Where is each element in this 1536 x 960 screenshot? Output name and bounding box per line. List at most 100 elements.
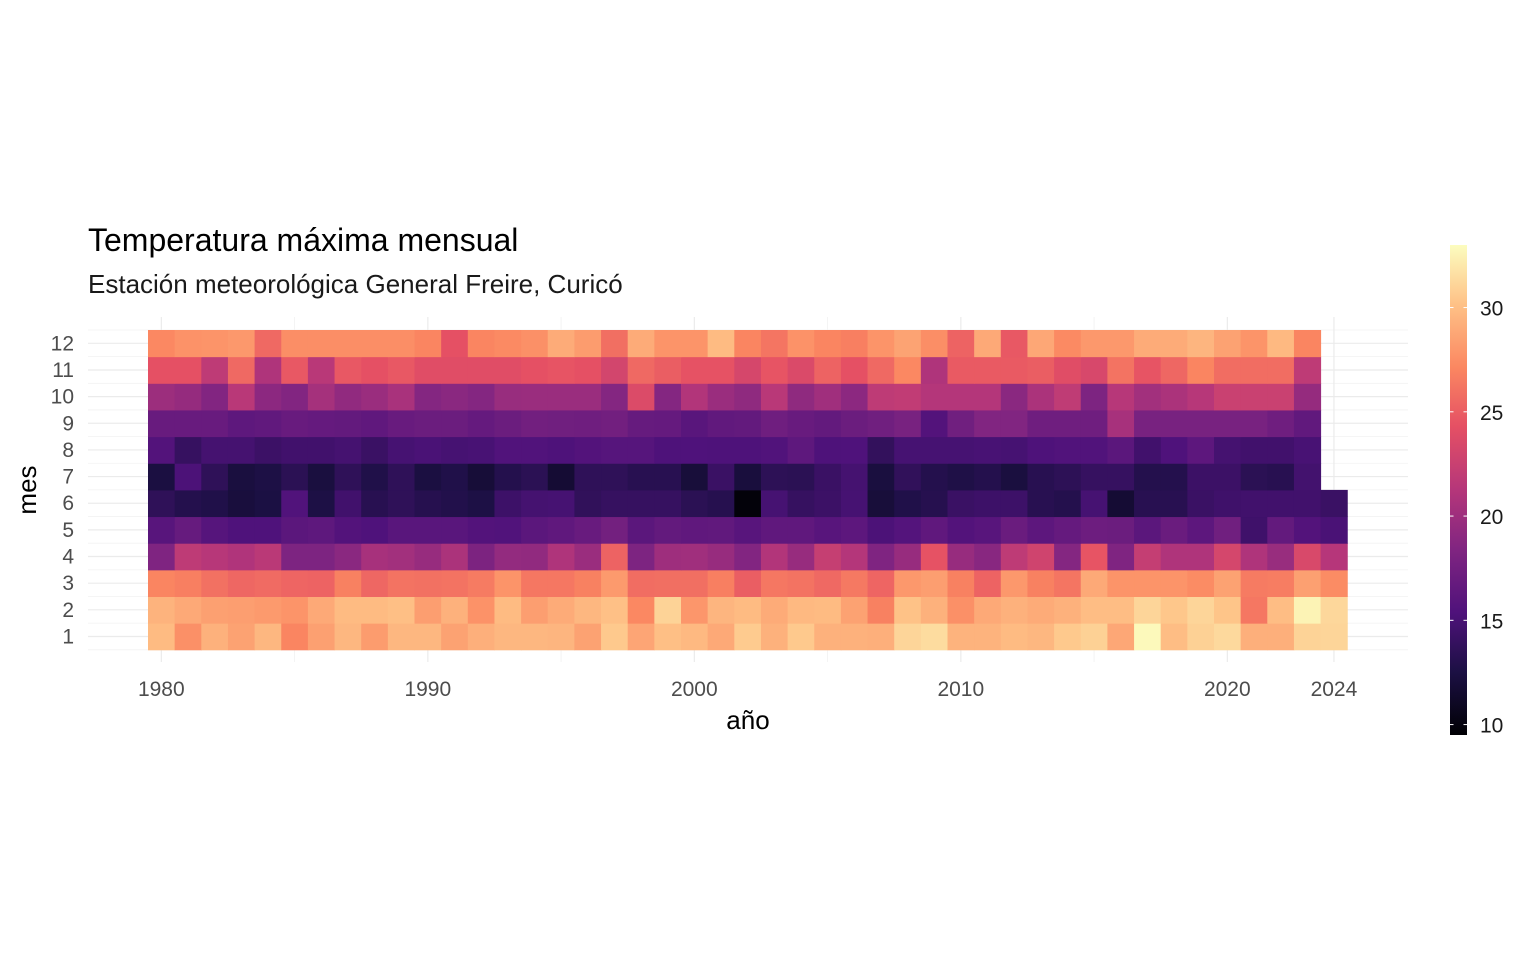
heatmap-cell bbox=[707, 436, 735, 464]
heatmap-cell bbox=[707, 623, 735, 651]
heatmap-cell bbox=[174, 569, 202, 597]
heatmap-cell bbox=[814, 356, 842, 384]
heatmap-cell bbox=[1293, 436, 1322, 464]
heatmap-cell bbox=[601, 569, 629, 597]
heatmap-cell bbox=[654, 489, 682, 518]
heatmap-cell bbox=[387, 489, 415, 518]
heatmap-cell bbox=[387, 596, 415, 624]
heatmap-cell bbox=[1160, 330, 1188, 358]
heatmap-cell bbox=[307, 409, 336, 438]
heatmap-cell bbox=[1240, 489, 1268, 518]
heatmap-cell bbox=[361, 569, 389, 597]
heatmap-cells bbox=[148, 330, 1348, 651]
heatmap-cell bbox=[894, 543, 922, 571]
heatmap-cell bbox=[1293, 596, 1322, 624]
heatmap-cell bbox=[601, 436, 629, 464]
heatmap-cell bbox=[281, 569, 309, 597]
heatmap-cell bbox=[1293, 543, 1322, 571]
heatmap-cell bbox=[681, 330, 709, 358]
heatmap-cell bbox=[254, 516, 282, 544]
heatmap-cell bbox=[947, 330, 975, 358]
heatmap-cell bbox=[1187, 623, 1215, 651]
heatmap-cell bbox=[201, 436, 229, 464]
heatmap-cell bbox=[760, 596, 789, 624]
heatmap-cell bbox=[1134, 623, 1162, 651]
heatmap-cell bbox=[974, 569, 1002, 597]
heatmap-cell bbox=[281, 596, 309, 624]
heatmap-cell bbox=[1320, 516, 1348, 544]
heatmap-cell bbox=[387, 356, 415, 384]
heatmap-cell bbox=[1000, 409, 1028, 438]
heatmap-cell bbox=[1000, 383, 1028, 411]
heatmap-cell bbox=[1107, 409, 1135, 438]
colorbar-ticks: 10 15 20 25 30 bbox=[1450, 298, 1503, 738]
heatmap-cell bbox=[1214, 463, 1242, 491]
heatmap-cell bbox=[920, 409, 948, 438]
heatmap-cell bbox=[521, 436, 549, 464]
heatmap-cell bbox=[894, 330, 922, 358]
heatmap-cell bbox=[787, 516, 815, 544]
heatmap-cell bbox=[867, 409, 895, 438]
heatmap-cell bbox=[334, 330, 362, 358]
heatmap-cell bbox=[1027, 516, 1055, 544]
heatmap-cell bbox=[1054, 543, 1082, 571]
heatmap-cell bbox=[627, 596, 655, 624]
heatmap-cell bbox=[521, 330, 549, 358]
heatmap-cell bbox=[1054, 409, 1082, 438]
x-tick-label: 2024 bbox=[1311, 678, 1358, 701]
heatmap-cell bbox=[867, 356, 895, 384]
heatmap-cell bbox=[1293, 383, 1322, 411]
heatmap-cell bbox=[148, 356, 176, 384]
heatmap-cell bbox=[1054, 383, 1082, 411]
heatmap-cell bbox=[920, 489, 948, 518]
heatmap-cell bbox=[1054, 623, 1082, 651]
heatmap-cell bbox=[1214, 409, 1242, 438]
heatmap-cell bbox=[201, 543, 229, 571]
y-tick-label: 10 bbox=[51, 386, 74, 409]
heatmap-cell bbox=[1240, 516, 1268, 544]
heatmap-cell bbox=[174, 543, 202, 571]
heatmap-cell bbox=[574, 356, 602, 384]
heatmap-cell bbox=[681, 436, 709, 464]
heatmap-cell bbox=[441, 383, 469, 411]
heatmap-cell bbox=[307, 463, 336, 491]
heatmap-cell bbox=[1240, 543, 1268, 571]
heatmap-cell bbox=[441, 543, 469, 571]
heatmap-cell bbox=[1080, 436, 1108, 464]
heatmap-cell bbox=[1160, 463, 1188, 491]
heatmap-cell bbox=[1134, 463, 1162, 491]
heatmap-cell bbox=[387, 569, 415, 597]
colorbar bbox=[1450, 245, 1467, 735]
heatmap-cell bbox=[1134, 330, 1162, 358]
heatmap-cell bbox=[601, 516, 629, 544]
heatmap-cell bbox=[1027, 543, 1055, 571]
heatmap-cell bbox=[894, 356, 922, 384]
heatmap-cell bbox=[281, 543, 309, 571]
heatmap-cell bbox=[1160, 409, 1188, 438]
heatmap-cell bbox=[414, 436, 442, 464]
heatmap-cell bbox=[920, 596, 948, 624]
heatmap-cell bbox=[840, 569, 869, 597]
heatmap-cell bbox=[334, 489, 362, 518]
heatmap-cell bbox=[1320, 623, 1348, 651]
heatmap-cell bbox=[201, 569, 229, 597]
heatmap-cell bbox=[1107, 463, 1135, 491]
colorbar-tick-label: 30 bbox=[1480, 298, 1503, 321]
heatmap-cell bbox=[1240, 623, 1268, 651]
heatmap-cell bbox=[974, 543, 1002, 571]
heatmap-cell bbox=[307, 623, 336, 651]
heatmap-cell bbox=[627, 436, 655, 464]
heatmap-cell bbox=[760, 356, 789, 384]
heatmap-cell bbox=[441, 436, 469, 464]
heatmap-cell bbox=[654, 409, 682, 438]
heatmap-cell bbox=[521, 489, 549, 518]
x-axis-label: año bbox=[726, 705, 769, 735]
heatmap-cell bbox=[1107, 569, 1135, 597]
heatmap-cell bbox=[1134, 516, 1162, 544]
heatmap-cell bbox=[414, 330, 442, 358]
heatmap-cell bbox=[574, 436, 602, 464]
heatmap-cell bbox=[894, 516, 922, 544]
heatmap-cell bbox=[814, 569, 842, 597]
heatmap-cell bbox=[787, 409, 815, 438]
heatmap-cell bbox=[201, 596, 229, 624]
